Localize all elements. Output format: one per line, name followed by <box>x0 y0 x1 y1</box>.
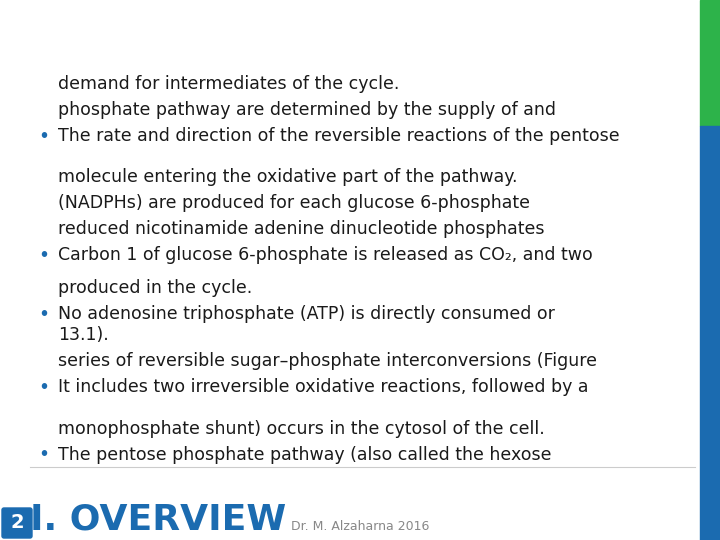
Text: phosphate pathway are determined by the supply of and: phosphate pathway are determined by the … <box>58 101 556 119</box>
Text: •: • <box>38 127 49 146</box>
Text: monophosphate shunt) occurs in the cytosol of the cell.: monophosphate shunt) occurs in the cytos… <box>58 420 545 437</box>
Bar <box>700 0 720 126</box>
Text: The rate and direction of the reversible reactions of the pentose: The rate and direction of the reversible… <box>58 127 620 145</box>
Text: molecule entering the oxidative part of the pathway.: molecule entering the oxidative part of … <box>58 168 518 186</box>
Text: (NADPHs) are produced for each glucose 6-phosphate: (NADPHs) are produced for each glucose 6… <box>58 194 530 212</box>
Text: •: • <box>38 446 49 464</box>
Text: •: • <box>38 305 49 324</box>
Text: reduced nicotinamide adenine dinucleotide phosphates: reduced nicotinamide adenine dinucleotid… <box>58 220 544 238</box>
Text: Dr. M. Alzaharna 2016: Dr. M. Alzaharna 2016 <box>291 520 429 533</box>
Text: produced in the cycle.: produced in the cycle. <box>58 279 252 297</box>
Text: The pentose phosphate pathway (also called the hexose: The pentose phosphate pathway (also call… <box>58 446 552 463</box>
Text: •: • <box>38 246 49 265</box>
Text: 2: 2 <box>10 514 24 532</box>
Text: demand for intermediates of the cycle.: demand for intermediates of the cycle. <box>58 75 400 93</box>
Text: Carbon 1 of glucose 6-phosphate is released as CO₂, and two: Carbon 1 of glucose 6-phosphate is relea… <box>58 246 593 264</box>
FancyBboxPatch shape <box>2 508 32 538</box>
Text: series of reversible sugar–phosphate interconversions (Figure: series of reversible sugar–phosphate int… <box>58 352 597 370</box>
Text: 13.1).: 13.1). <box>58 326 109 344</box>
Text: •: • <box>38 378 49 397</box>
Text: No adenosine triphosphate (ATP) is directly consumed or: No adenosine triphosphate (ATP) is direc… <box>58 305 555 323</box>
Text: It includes two irreversible oxidative reactions, followed by a: It includes two irreversible oxidative r… <box>58 378 588 396</box>
Bar <box>700 126 720 540</box>
Text: I. OVERVIEW: I. OVERVIEW <box>30 502 287 536</box>
